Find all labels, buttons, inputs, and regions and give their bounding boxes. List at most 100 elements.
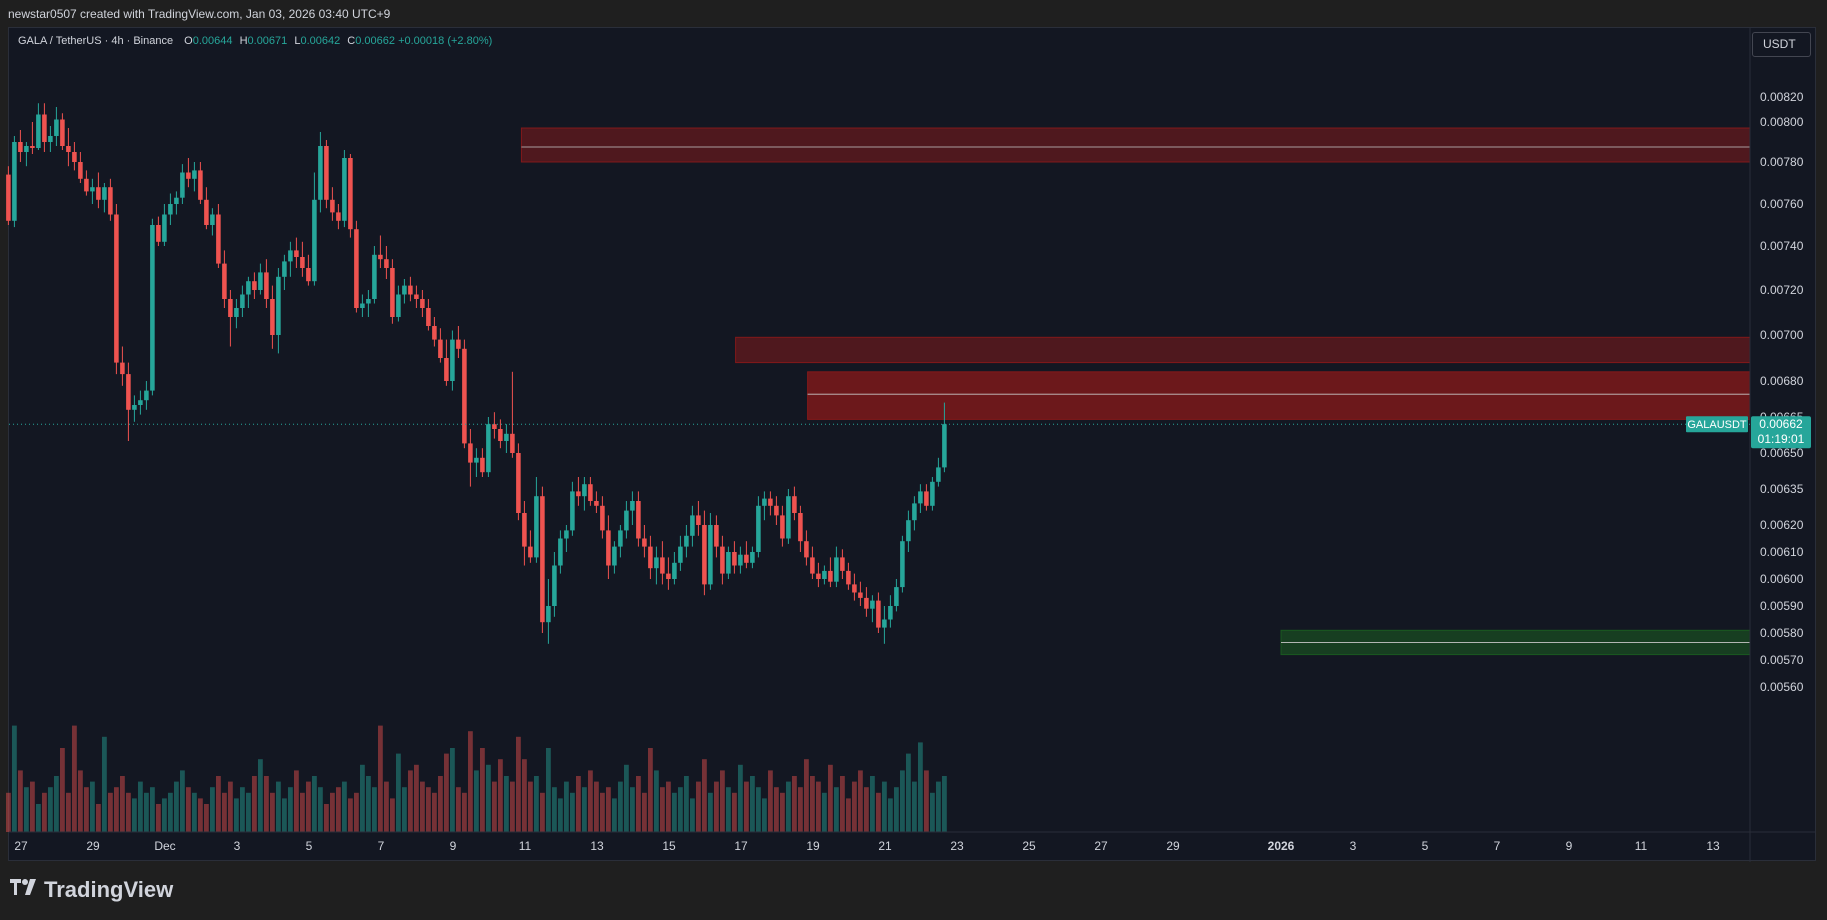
candle-body[interactable] [906, 520, 911, 542]
candle-body[interactable] [258, 272, 263, 290]
zone-resistance-0[interactable] [520, 127, 1751, 163]
candle-body[interactable] [480, 457, 485, 473]
candle-body[interactable] [594, 501, 599, 506]
candle-body[interactable] [912, 503, 917, 521]
candle-body[interactable] [474, 457, 479, 463]
candle-body[interactable] [588, 484, 593, 501]
candle-body[interactable] [180, 172, 185, 198]
candle-body[interactable] [342, 158, 347, 221]
candle-body[interactable] [786, 496, 791, 539]
candle-body[interactable] [702, 525, 707, 585]
candle-body[interactable] [882, 619, 887, 628]
candle-body[interactable] [186, 172, 191, 179]
candle-body[interactable] [360, 303, 365, 309]
candle-body[interactable] [288, 250, 293, 262]
candle-body[interactable] [666, 573, 671, 579]
chart-frame[interactable] [8, 27, 1816, 861]
candle-body[interactable] [792, 496, 797, 513]
candle-body[interactable] [18, 142, 23, 152]
candle-body[interactable] [282, 261, 287, 277]
candle-body[interactable] [534, 496, 539, 558]
candle-body[interactable] [642, 538, 647, 547]
candle-body[interactable] [126, 374, 131, 410]
candle-body[interactable] [936, 467, 941, 482]
candle-body[interactable] [354, 229, 359, 308]
candle-body[interactable] [726, 552, 731, 574]
candle-body[interactable] [618, 530, 623, 547]
candle-body[interactable] [660, 557, 665, 574]
candle-body[interactable] [168, 204, 173, 215]
candle-body[interactable] [492, 424, 497, 429]
candle-body[interactable] [174, 197, 179, 204]
candle-body[interactable] [438, 339, 443, 358]
candle-body[interactable] [606, 530, 611, 566]
candle-body[interactable] [78, 162, 83, 179]
candle-body[interactable] [336, 212, 341, 221]
candle-body[interactable] [60, 119, 65, 147]
candle-body[interactable] [678, 546, 683, 563]
candle-body[interactable] [672, 562, 677, 579]
candle-body[interactable] [192, 170, 197, 179]
candle-body[interactable] [138, 400, 143, 405]
candle-body[interactable] [24, 146, 29, 152]
candle-body[interactable] [384, 259, 389, 268]
candle-body[interactable] [840, 557, 845, 571]
candle-body[interactable] [858, 592, 863, 598]
candle-body[interactable] [270, 299, 275, 335]
candle-body[interactable] [114, 214, 119, 363]
candle-body[interactable] [318, 146, 323, 200]
candle-body[interactable] [150, 225, 155, 391]
candle-body[interactable] [900, 541, 905, 588]
candle-body[interactable] [828, 570, 833, 582]
candle-body[interactable] [864, 597, 869, 609]
candle-body[interactable] [234, 308, 239, 317]
candle-body[interactable] [330, 199, 335, 213]
candle-body[interactable] [888, 606, 893, 620]
candle-body[interactable] [846, 570, 851, 585]
candle-body[interactable] [12, 142, 17, 221]
candle-body[interactable] [822, 570, 827, 579]
candle-body[interactable] [66, 146, 71, 152]
candle-body[interactable] [72, 152, 77, 162]
candle-body[interactable] [768, 498, 773, 506]
candle-body[interactable] [408, 285, 413, 295]
candle-body[interactable] [120, 362, 125, 375]
candle-body[interactable] [30, 146, 35, 148]
candle-body[interactable] [264, 272, 269, 299]
candle-body[interactable] [210, 214, 215, 226]
candle-body[interactable] [450, 339, 455, 381]
candle-body[interactable] [42, 114, 47, 143]
candle-body[interactable] [714, 525, 719, 547]
candle-body[interactable] [204, 199, 209, 225]
candle-body[interactable] [378, 254, 383, 260]
candle-body[interactable] [804, 541, 809, 558]
candle-body[interactable] [276, 276, 281, 335]
candle-body[interactable] [612, 546, 617, 566]
candle-body[interactable] [810, 557, 815, 574]
candle-body[interactable] [834, 557, 839, 582]
candle-body[interactable] [246, 281, 251, 295]
candle-body[interactable] [630, 501, 635, 511]
candle-body[interactable] [216, 214, 221, 264]
candle-body[interactable] [432, 326, 437, 340]
candle-body[interactable] [720, 546, 725, 574]
candle-body[interactable] [162, 214, 167, 242]
candle-body[interactable] [798, 513, 803, 542]
candle-body[interactable] [684, 535, 689, 547]
candle-body[interactable] [600, 505, 605, 531]
candle-body[interactable] [468, 443, 473, 463]
candle-body[interactable] [570, 491, 575, 531]
candle-body[interactable] [228, 299, 233, 317]
candle-body[interactable] [366, 299, 371, 304]
candle-body[interactable] [558, 538, 563, 566]
candle-body[interactable] [894, 587, 899, 606]
candle-body[interactable] [564, 530, 569, 539]
candle-body[interactable] [696, 515, 701, 525]
currency-button[interactable]: USDT [1752, 32, 1811, 57]
candle-body[interactable] [294, 250, 299, 257]
candle-body[interactable] [708, 525, 713, 585]
candle-body[interactable] [690, 515, 695, 536]
candle-body[interactable] [456, 339, 461, 349]
candle-body[interactable] [918, 491, 923, 504]
candle-body[interactable] [552, 565, 557, 607]
